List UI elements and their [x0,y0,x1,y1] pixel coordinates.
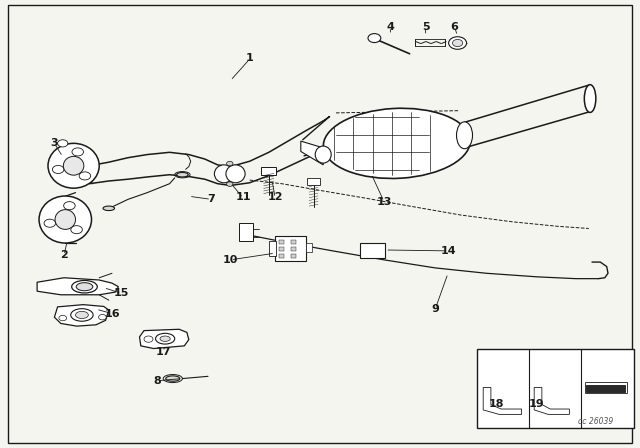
Ellipse shape [55,210,76,229]
Circle shape [71,226,83,234]
Text: 6: 6 [451,22,458,32]
Bar [291,254,296,258]
Bar [291,240,296,244]
Circle shape [368,34,381,43]
Polygon shape [301,141,323,165]
Circle shape [58,140,68,147]
Ellipse shape [39,196,92,243]
Ellipse shape [76,311,88,319]
Ellipse shape [226,165,245,183]
Text: 2: 2 [60,250,68,260]
Bar [239,223,253,241]
Ellipse shape [103,206,115,211]
Text: 11: 11 [236,192,251,202]
Bar [275,236,306,261]
Circle shape [44,219,56,227]
Ellipse shape [166,376,180,381]
Circle shape [72,148,83,156]
Ellipse shape [214,165,234,183]
Circle shape [79,172,91,180]
Text: 12: 12 [268,192,283,202]
Text: 13: 13 [376,197,392,207]
Circle shape [59,315,67,321]
Bar [306,243,312,252]
Polygon shape [140,329,189,349]
Text: cc 26039: cc 26039 [578,418,613,426]
Bar [360,243,385,258]
Polygon shape [534,388,570,414]
Ellipse shape [456,122,472,149]
Circle shape [227,182,233,186]
Bar [279,240,284,244]
Circle shape [449,37,467,49]
Text: 9: 9 [431,304,439,314]
Bar [279,254,284,258]
Text: 10: 10 [223,255,238,265]
Bar [477,349,634,428]
Polygon shape [37,278,118,295]
Text: 19: 19 [529,399,544,409]
Circle shape [52,165,64,173]
Bar [279,247,284,251]
Text: 14: 14 [440,246,456,256]
Circle shape [99,314,106,320]
Ellipse shape [72,280,97,293]
Text: 7: 7 [207,194,215,204]
Bar [269,241,276,256]
Polygon shape [586,385,625,392]
Text: 5: 5 [422,22,429,32]
Polygon shape [483,388,522,414]
Ellipse shape [156,333,175,344]
Text: 17: 17 [156,347,171,357]
Ellipse shape [315,146,332,163]
Text: 1: 1 [246,53,253,63]
Text: 18: 18 [488,399,504,409]
Ellipse shape [584,85,596,112]
Ellipse shape [177,172,188,177]
Polygon shape [54,305,109,326]
Ellipse shape [160,336,170,341]
Circle shape [63,202,75,210]
Text: 8: 8 [153,376,161,386]
Circle shape [227,161,233,166]
Ellipse shape [63,156,84,175]
Bar [291,247,296,251]
Text: 3: 3 [51,138,58,148]
Circle shape [144,336,153,342]
Bar [261,167,276,175]
Ellipse shape [76,283,93,291]
Ellipse shape [48,143,99,188]
Text: 4: 4 [387,22,394,32]
Ellipse shape [70,309,93,321]
Ellipse shape [323,108,470,178]
Circle shape [452,39,463,47]
Text: 16: 16 [104,309,120,319]
Bar [307,178,320,185]
Text: 15: 15 [114,289,129,298]
